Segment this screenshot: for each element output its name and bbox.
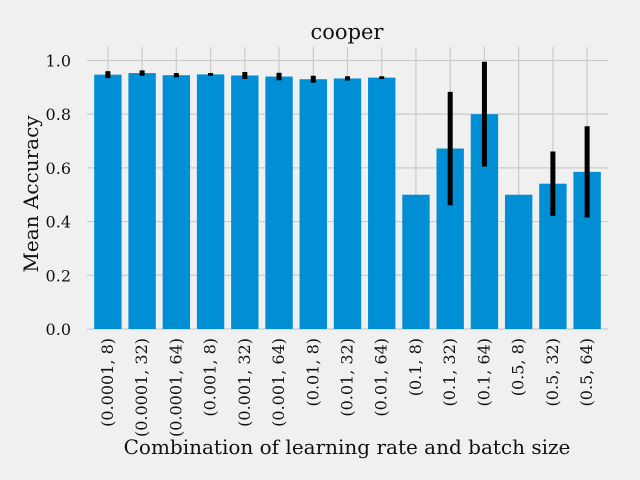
x-tick-label: (0.5, 64)	[577, 338, 596, 406]
bar	[265, 76, 293, 330]
chart-title: cooper	[311, 20, 385, 44]
bar	[333, 78, 362, 330]
x-tick-label: (0.01, 8)	[303, 338, 322, 406]
x-tick-label: (0.0001, 8)	[98, 338, 117, 427]
y-ticks: 0.0 0.2 0.4 0.6 0.8 1.0	[46, 51, 71, 339]
x-tick-label: (0.1, 64)	[474, 338, 493, 406]
error-bars	[105, 61, 590, 218]
x-tick-label: (0.001, 64)	[269, 338, 288, 427]
x-tick-label: (0.5, 8)	[509, 338, 528, 396]
x-tick-label: (0.001, 32)	[235, 338, 254, 427]
x-tick-label: (0.5, 32)	[543, 338, 562, 406]
bar	[128, 73, 156, 330]
bar	[368, 77, 396, 329]
x-tick-label: (0.01, 32)	[338, 338, 357, 417]
x-tick-label: (0.0001, 64)	[166, 338, 185, 437]
y-tick-label: 0.0	[46, 320, 71, 339]
bar	[231, 75, 259, 330]
y-axis-label: Mean Accuracy	[19, 115, 43, 273]
x-tick-label: (0.1, 8)	[406, 338, 425, 396]
bar	[402, 194, 430, 329]
y-tick-label: 0.4	[46, 213, 71, 232]
bar	[299, 79, 327, 329]
bar	[94, 74, 122, 329]
bar	[162, 75, 191, 329]
y-tick-label: 1.0	[46, 51, 71, 70]
x-ticks: (0.0001, 8) (0.0001, 32) (0.0001, 64) (0.00…	[98, 338, 596, 437]
bar	[196, 74, 225, 329]
x-tick-label: (0.001, 8)	[201, 338, 220, 417]
y-tick-label: 0.2	[46, 266, 71, 285]
x-axis-label: Combination of learning rate and batch s…	[124, 435, 571, 459]
y-tick-label: 0.6	[46, 159, 71, 178]
bar	[504, 194, 533, 329]
x-tick-label: (0.0001, 32)	[132, 338, 151, 437]
bars	[94, 73, 601, 330]
x-tick-label: (0.01, 64)	[372, 338, 391, 417]
x-tick-label: (0.1, 32)	[440, 338, 459, 406]
y-tick-label: 0.8	[46, 105, 71, 124]
